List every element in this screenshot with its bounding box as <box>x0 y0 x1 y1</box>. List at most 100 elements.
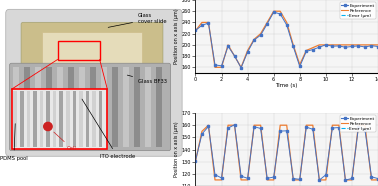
Bar <box>42 32 142 65</box>
Experiment <box>337 45 341 47</box>
Reference <box>193 30 198 32</box>
Text: Cell: Cell <box>54 132 77 151</box>
Experiment <box>350 45 354 48</box>
Reference <box>324 179 328 181</box>
Experiment <box>324 174 328 176</box>
Reference <box>376 179 378 181</box>
Experiment <box>226 127 230 129</box>
Bar <box>57 41 100 60</box>
Bar <box>20 91 23 147</box>
Line: Experiment: Experiment <box>194 11 378 69</box>
Reference <box>219 179 224 181</box>
Reference <box>297 179 302 181</box>
Experiment <box>297 178 302 180</box>
Experiment <box>245 51 250 53</box>
Reference <box>363 44 367 46</box>
Experiment <box>193 160 198 162</box>
Reference <box>206 21 211 24</box>
Bar <box>13 67 19 147</box>
Reference <box>219 66 224 68</box>
Experiment <box>239 67 243 69</box>
Line: Reference: Reference <box>195 11 378 67</box>
Experiment <box>317 179 322 181</box>
Reference <box>291 44 296 46</box>
Reference <box>265 21 270 24</box>
Experiment <box>376 177 378 180</box>
Experiment <box>285 130 289 132</box>
Bar <box>46 91 50 147</box>
Reference <box>271 179 276 181</box>
Bar <box>11 89 107 149</box>
Reference <box>363 124 367 126</box>
Bar <box>134 67 140 147</box>
Experiment <box>337 126 341 129</box>
Experiment <box>206 125 211 128</box>
Reference <box>285 124 289 126</box>
Experiment <box>206 22 211 24</box>
Reference <box>343 179 348 181</box>
Experiment <box>311 49 315 51</box>
Experiment <box>330 45 335 47</box>
Experiment <box>291 177 296 180</box>
Reference <box>324 44 328 46</box>
Reference <box>245 49 250 52</box>
Text: Glass
cover slide: Glass cover slide <box>108 13 167 27</box>
Reference <box>311 124 315 126</box>
Line: Reference: Reference <box>195 125 378 180</box>
Experiment <box>324 44 328 46</box>
Bar <box>68 67 74 147</box>
Reference <box>193 161 198 163</box>
Reference <box>252 38 256 40</box>
Reference <box>350 179 354 181</box>
Experiment <box>271 11 276 13</box>
Reference <box>337 124 341 126</box>
Circle shape <box>44 122 52 131</box>
Reference <box>271 10 276 12</box>
Bar <box>92 91 96 147</box>
Bar <box>156 67 162 147</box>
Bar <box>35 67 41 147</box>
Bar <box>26 91 30 147</box>
Reference <box>304 49 308 52</box>
Experiment <box>285 24 289 26</box>
Bar <box>99 91 102 147</box>
Reference <box>356 124 361 126</box>
Bar <box>90 67 96 147</box>
Bar <box>73 91 76 147</box>
Experiment <box>226 45 230 47</box>
Reference <box>356 44 361 46</box>
Reference <box>343 44 348 46</box>
Experiment <box>356 126 361 129</box>
Experiment <box>350 177 354 180</box>
Experiment <box>363 46 367 48</box>
Y-axis label: Position on x axis (μm): Position on x axis (μm) <box>174 122 179 177</box>
Experiment <box>311 128 315 130</box>
Experiment <box>297 65 302 68</box>
Reference <box>239 179 243 181</box>
Experiment <box>232 124 237 126</box>
Bar <box>101 67 107 147</box>
Reference <box>200 21 204 24</box>
Reference <box>213 179 217 181</box>
Reference <box>291 179 296 181</box>
Bar <box>53 91 56 147</box>
Reference <box>259 124 263 126</box>
Reference <box>317 44 322 46</box>
Bar <box>79 67 85 147</box>
Experiment <box>330 127 335 129</box>
Experiment <box>219 65 224 67</box>
Reference <box>278 10 282 12</box>
Experiment <box>259 34 263 36</box>
Reference <box>311 46 315 49</box>
Line: Experiment: Experiment <box>194 124 378 181</box>
FancyBboxPatch shape <box>9 63 170 151</box>
FancyBboxPatch shape <box>6 9 182 156</box>
Experiment <box>252 126 256 128</box>
X-axis label: Time (s): Time (s) <box>276 84 298 89</box>
Experiment <box>369 176 374 178</box>
Bar <box>86 91 89 147</box>
Experiment <box>239 175 243 177</box>
Reference <box>206 124 211 126</box>
Reference <box>200 130 204 132</box>
Text: ITO electrode: ITO electrode <box>82 99 135 159</box>
